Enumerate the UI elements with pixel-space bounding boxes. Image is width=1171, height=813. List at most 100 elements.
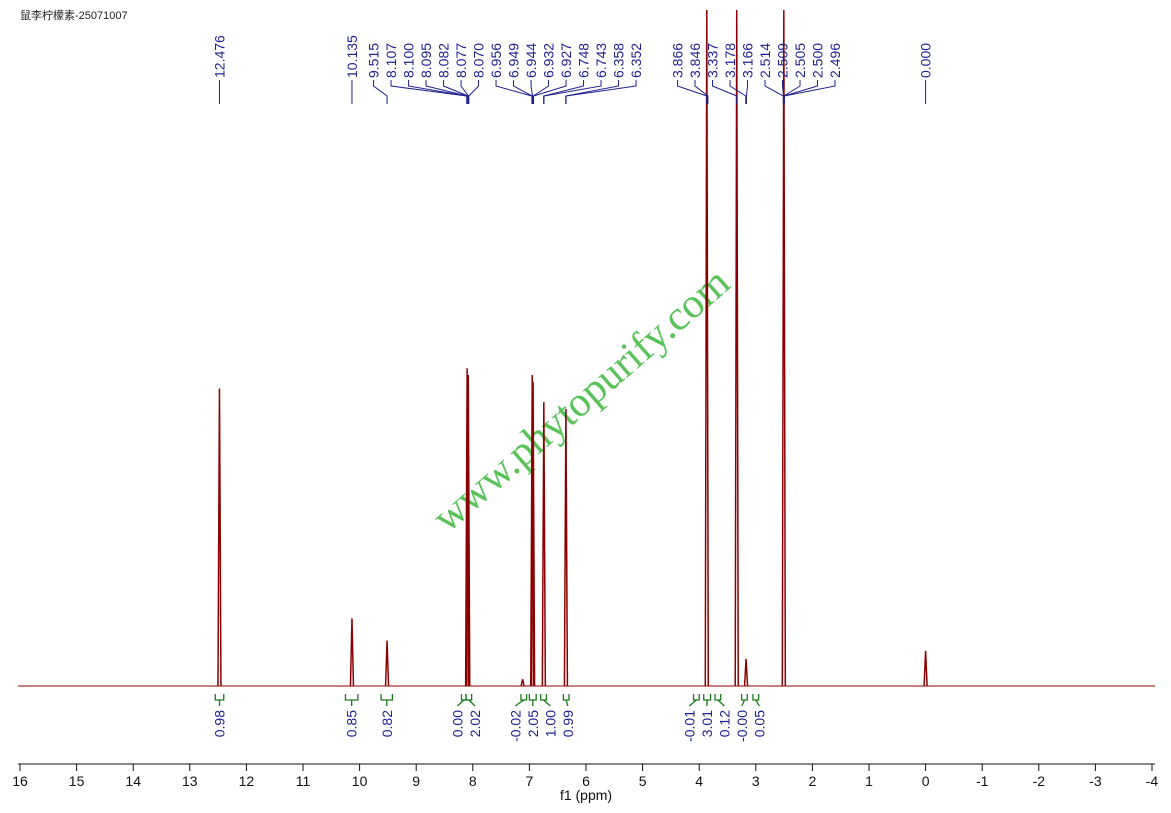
x-axis-label: f1 (ppm) xyxy=(560,787,612,803)
peak xyxy=(349,618,355,687)
peak-label: 6.748 xyxy=(576,43,592,78)
peak-label: 9.515 xyxy=(366,43,382,78)
peak-label-connector xyxy=(694,80,709,104)
integral-bracket xyxy=(688,694,700,707)
peak xyxy=(464,368,470,687)
peak-label-connector xyxy=(745,80,749,104)
peak-label-connector xyxy=(764,80,784,104)
peak-label-connector xyxy=(712,80,738,104)
chart-title: 鼠李柠檬素-25071007 xyxy=(20,8,128,22)
x-tick-label: 0 xyxy=(922,773,930,789)
integral-bracket xyxy=(703,694,712,707)
peak-label: 6.352 xyxy=(628,43,644,78)
peak-label: 3.337 xyxy=(705,43,721,78)
x-tick-label: -1 xyxy=(976,773,989,789)
peak xyxy=(541,402,547,687)
x-tick-label: 6 xyxy=(582,773,590,789)
peak xyxy=(529,375,535,687)
integral-label: 0.82 xyxy=(379,710,395,737)
peak xyxy=(520,679,525,687)
peak xyxy=(217,388,222,687)
integral-bracket xyxy=(465,694,476,707)
peak-label: 0.000 xyxy=(918,43,934,78)
peak xyxy=(384,640,390,687)
peak-label: 3.178 xyxy=(722,43,738,78)
peak xyxy=(734,9,739,687)
peak-label: 6.932 xyxy=(541,43,557,78)
peak-label: 8.100 xyxy=(401,43,417,78)
x-tick-label: 4 xyxy=(695,773,703,789)
integral-label: -0.00 xyxy=(734,710,750,742)
integral-bracket xyxy=(540,694,551,707)
peak-label-connector xyxy=(543,80,585,104)
x-tick-label: 9 xyxy=(412,773,420,789)
peak-label: 2.514 xyxy=(757,43,773,78)
peak-label: 6.358 xyxy=(611,43,627,78)
x-tick-label: -3 xyxy=(1089,773,1102,789)
integral-label: -0.02 xyxy=(507,710,523,742)
peak xyxy=(466,375,471,687)
integral-label: 0.12 xyxy=(716,710,732,737)
peak-label: 6.949 xyxy=(506,43,522,78)
peak-label-connector xyxy=(783,80,836,104)
x-tick-label: -4 xyxy=(1146,773,1159,789)
x-tick-label: 11 xyxy=(296,773,311,789)
integral-label: 0.05 xyxy=(751,710,767,737)
peak-label: 8.082 xyxy=(436,43,452,78)
integral-bracket xyxy=(741,694,748,707)
integral-label: 0.99 xyxy=(560,710,576,737)
peak-label: 3.166 xyxy=(740,43,756,78)
peak-label: 3.846 xyxy=(687,43,703,78)
peak-label: 2.500 xyxy=(810,43,826,78)
peak-label-connector xyxy=(729,80,747,104)
peak-label-connector xyxy=(533,80,567,104)
integral-bracket xyxy=(214,694,225,706)
peak xyxy=(923,650,928,687)
x-tick-label: 8 xyxy=(469,773,477,789)
x-tick-label: 13 xyxy=(182,773,198,789)
peak-label: 3.866 xyxy=(670,43,686,78)
x-tick-label: 14 xyxy=(125,773,141,789)
peak-label-connector xyxy=(425,80,468,104)
integral-label: 0.85 xyxy=(344,710,360,737)
integral-label: 0.00 xyxy=(450,710,466,737)
watermark: www.phytopurify.com xyxy=(424,259,739,541)
integral-bracket xyxy=(514,694,528,707)
peak-label: 10.135 xyxy=(344,35,360,78)
peak-label-connector xyxy=(677,80,708,104)
peak-label: 8.070 xyxy=(471,43,487,78)
integral-bracket xyxy=(380,694,394,706)
x-tick-label: 16 xyxy=(12,773,28,789)
peak-label: 12.476 xyxy=(211,35,227,78)
integral-label: 3.01 xyxy=(699,710,715,737)
x-tick-label: 10 xyxy=(352,773,368,789)
peak-label: 2.496 xyxy=(827,43,843,78)
peak-label-connector xyxy=(468,80,480,104)
integral-bracket xyxy=(562,694,570,707)
integral-bracket xyxy=(752,694,760,707)
peak-label-connector xyxy=(443,80,469,104)
x-tick-label: 7 xyxy=(526,773,534,789)
peak-label: 8.077 xyxy=(453,43,469,78)
peak xyxy=(563,408,569,687)
integral-bracket xyxy=(528,694,537,707)
peak xyxy=(704,9,710,687)
integral-label: 1.00 xyxy=(542,710,558,737)
x-tick-label: 15 xyxy=(69,773,85,789)
peak xyxy=(530,381,536,687)
peak-label-connector xyxy=(373,80,388,104)
peak-label: 6.944 xyxy=(523,43,539,78)
integral-bracket xyxy=(344,694,359,706)
peak xyxy=(781,9,787,687)
peak-label: 6.927 xyxy=(558,43,574,78)
peak-label-connector xyxy=(543,80,602,104)
x-tick-label: 3 xyxy=(752,773,760,789)
peak-label-connector xyxy=(783,80,819,104)
peak-label-connector xyxy=(530,80,534,104)
integral-bracket xyxy=(457,694,467,707)
peak xyxy=(743,658,749,687)
integral-label: -0.01 xyxy=(681,710,697,742)
peak-label: 8.095 xyxy=(418,43,434,78)
x-tick-label: 1 xyxy=(865,773,873,789)
